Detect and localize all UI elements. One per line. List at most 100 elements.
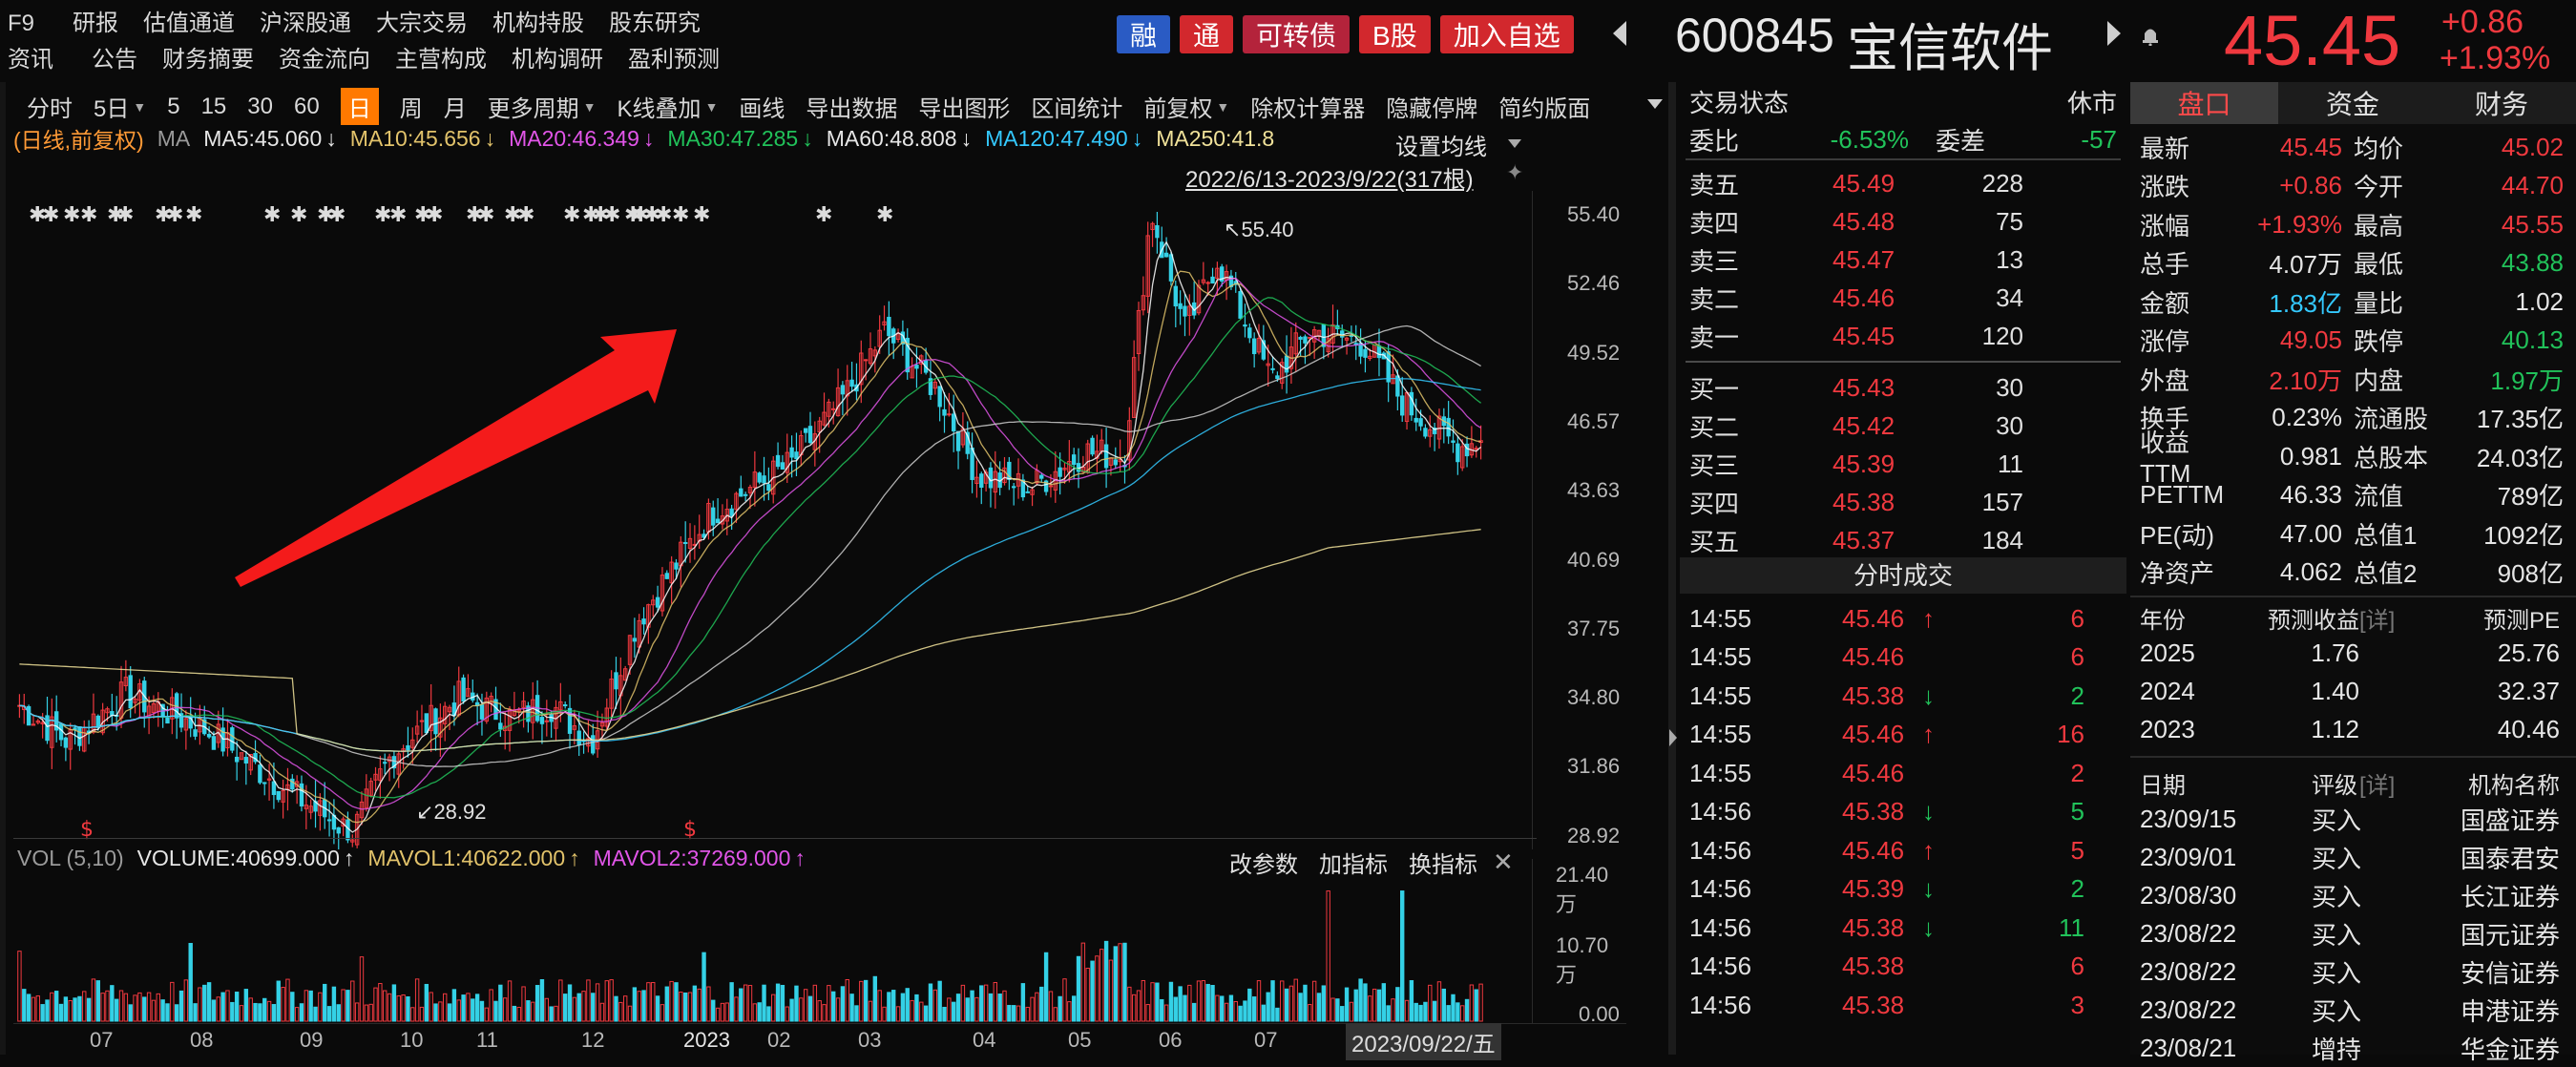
period-option[interactable]: 简约版面 [1498, 96, 1591, 122]
volume-bar [346, 990, 350, 1022]
period-option[interactable]: 隐藏停牌 [1386, 96, 1478, 122]
forecast-detail-link[interactable]: [详] [2359, 607, 2396, 634]
candle [183, 718, 189, 731]
forecast-eps: 1.76 [2311, 638, 2359, 667]
price-tick-label: 34.80 [1567, 685, 1621, 710]
top-menu-item[interactable]: 资金流向 [279, 47, 370, 73]
tab-0[interactable]: 盘口 [2130, 82, 2278, 124]
period-option[interactable]: 60 [293, 93, 320, 119]
tong-badge[interactable]: 通 [1180, 15, 1234, 53]
top-menu-item[interactable]: 估值通道 [143, 10, 236, 36]
top-menu-item[interactable]: 公告 [92, 47, 137, 73]
pin-icon[interactable]: ✦ [1506, 160, 1524, 184]
rating-row[interactable]: 23/08/30 买入 长江证券 [2140, 876, 2566, 914]
rating-row[interactable]: 23/08/22 买入 申港证券 [2140, 991, 2566, 1029]
candle [1058, 467, 1062, 477]
b-share-button[interactable]: B股 [1359, 15, 1431, 53]
dropdown-arrow-icon[interactable]: ▼ [1216, 98, 1230, 115]
switch-indicator-button[interactable]: 换指标 [1409, 852, 1477, 878]
period-option[interactable]: 分时 [27, 96, 73, 122]
add-indicator-button[interactable]: 加指标 [1319, 852, 1388, 878]
rating-row[interactable]: 23/09/01 买入 国泰君安 [2140, 838, 2566, 876]
trend-arrow-drawing[interactable] [235, 329, 677, 587]
add-watchlist-button[interactable]: 加入自选 [1439, 15, 1574, 53]
edit-params-button[interactable]: 改参数 [1229, 852, 1298, 878]
candlestick-chart[interactable]: ✱✱ ✱ ✱ ✱✱ ✱✱ ✱ ✱ ✱ ✱✱ ✱✱ ✱✱ ✱✱ ✱✱ ✱ ✱✱✱ ✱✱✱✱ ✱ ✱ ✱ ✱$ $ [13, 191, 1537, 849]
period-option[interactable]: 导出数据 [806, 96, 898, 122]
rating-detail-link[interactable]: [详] [2359, 772, 2396, 799]
forecast-table: 年份 预测收益 [详] 预测PE 2025 1.76 25.76 2024 1.40 32.37 2… [2130, 601, 2576, 748]
period-option[interactable]: 日 [340, 88, 379, 125]
period-option[interactable]: 5 [167, 93, 180, 119]
ma-settings-button[interactable]: 设置均线 [1395, 135, 1487, 160]
bell-icon[interactable] [2142, 25, 2158, 47]
top-menu-item[interactable]: 财务摘要 [162, 47, 254, 73]
tick-row: 14:55 45.46 2 [1689, 754, 2117, 793]
sell-level-row[interactable]: 卖四 45.48 75 [1689, 202, 2117, 241]
rating-row[interactable]: 23/08/22 买入 国元证券 [2140, 914, 2566, 952]
arrow-down-icon: ↓ [1131, 125, 1143, 151]
chevron-left-icon[interactable] [1613, 21, 1626, 46]
rating-row[interactable]: 23/08/22 买入 安信证券 [2140, 952, 2566, 991]
tab-1[interactable]: 资金 [2325, 90, 2379, 119]
top-menu-item[interactable]: 主营构成 [395, 47, 487, 73]
sell-level-row[interactable]: 卖五 45.49 228 [1689, 164, 2117, 202]
collapse-arrow-icon[interactable] [1669, 729, 1677, 746]
sell-level-row[interactable]: 卖二 45.46 34 [1689, 279, 2117, 317]
diff-label: 委差 [1936, 126, 1986, 156]
volume-bar [368, 1003, 373, 1022]
candle [1145, 235, 1150, 297]
sell-level-row[interactable]: 卖三 45.47 13 [1689, 241, 2117, 279]
period-option[interactable]: 导出图形 [918, 96, 1011, 122]
dropdown-arrow-icon[interactable]: ▼ [133, 98, 147, 115]
period-option[interactable]: 月 [443, 96, 467, 122]
chevron-right-icon[interactable] [2107, 21, 2121, 46]
period-option[interactable]: 区间统计 [1031, 96, 1123, 122]
top-menu-item[interactable]: F9 [8, 10, 35, 36]
buy-level-row[interactable]: 买四 45.38 157 [1689, 483, 2117, 521]
period-option[interactable]: 除权计算器 [1250, 96, 1366, 122]
top-menu-item[interactable]: 大宗交易 [376, 10, 469, 36]
buy-level-row[interactable]: 买一 45.43 30 [1689, 368, 2117, 407]
rating-row[interactable]: 23/08/21 增持 华金证券 [2140, 1029, 2566, 1067]
top-menu-item[interactable]: 机构调研 [512, 47, 603, 73]
volume-bar [1183, 994, 1187, 1022]
top-menu-item[interactable]: 盈利预测 [628, 47, 720, 73]
top-menu-item[interactable]: 股东研究 [609, 10, 702, 36]
top-menu-item[interactable]: 研报 [73, 10, 119, 36]
x-cursor-date: 2023/09/22/五 [1346, 1023, 1501, 1060]
ma30-line [19, 297, 1481, 799]
tab-2[interactable]: 财务 [2474, 90, 2528, 119]
ticks-list[interactable]: 14:55 45.46 ↑ 6 14:55 45.46 6 14:55 45.38 ↓ 2 14:55… [1680, 594, 2126, 1031]
buy-level-row[interactable]: 买二 45.42 30 [1689, 407, 2117, 445]
rong-badge[interactable]: 融 [1117, 15, 1171, 53]
period-option[interactable]: 15 [200, 93, 227, 119]
close-icon[interactable]: ✕ [1493, 847, 1514, 876]
buy-level-row[interactable]: 买五 45.37 184 [1689, 521, 2117, 559]
top-menu-item[interactable]: 机构持股 [492, 10, 585, 36]
panel-splitter[interactable] [1668, 82, 1676, 1055]
period-option[interactable]: 前复权 [1143, 96, 1213, 122]
volume-chart[interactable] [13, 878, 1537, 1023]
period-option[interactable]: 更多周期 [487, 96, 579, 122]
stat-label: PE(动) [2140, 520, 2215, 550]
dropdown-arrow-icon[interactable]: ▼ [582, 98, 597, 115]
forecast-pe: 32.37 [2497, 676, 2560, 705]
period-option[interactable]: 5日 [94, 96, 130, 122]
top-menu-item[interactable]: 资讯 [8, 47, 53, 73]
buy-level-row[interactable]: 买三 45.39 11 [1689, 445, 2117, 483]
dropdown-arrow-icon[interactable] [1508, 139, 1521, 148]
period-option[interactable]: 30 [247, 93, 273, 119]
dropdown-arrow-icon[interactable] [1647, 99, 1663, 109]
period-option[interactable]: 画线 [739, 96, 785, 122]
dropdown-arrow-icon[interactable]: ▼ [704, 98, 719, 115]
volume-bar [1113, 946, 1118, 1022]
date-range-label: 2022/6/13-2023/9/22(317根) [1185, 167, 1474, 193]
candle [1418, 418, 1423, 427]
convertible-bond-button[interactable]: 可转债 [1243, 15, 1351, 53]
top-menu-item[interactable]: 沪深股通 [260, 10, 352, 36]
period-option[interactable]: 周 [399, 96, 423, 122]
sell-level-row[interactable]: 卖一 45.45 120 [1689, 317, 2117, 355]
period-option[interactable]: K线叠加 [617, 96, 702, 122]
rating-row[interactable]: 23/09/15 买入 国盛证券 [2140, 800, 2566, 838]
